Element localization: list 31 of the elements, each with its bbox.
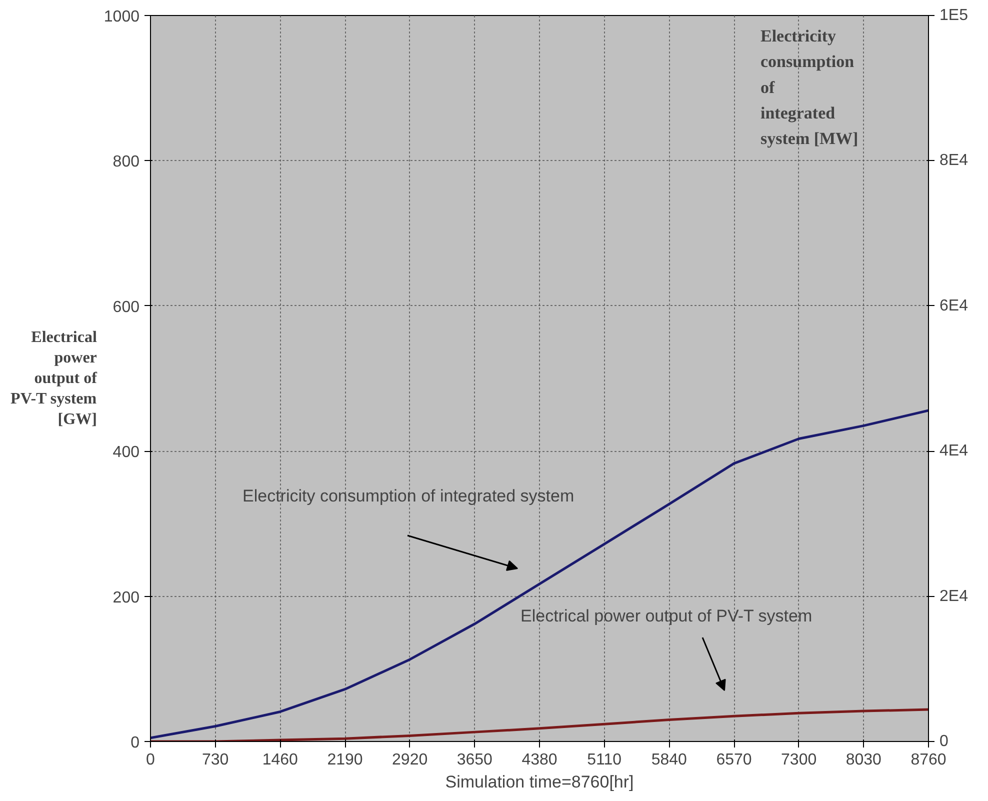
x-tick-label: 3650 [456,752,493,768]
annotation: Electricity consumption of integrated system [242,486,574,506]
annotation: Electrical power output of PV-T system [520,606,812,626]
x-axis-title: Simulation time=8760[hr] [445,772,634,792]
y-tick-label: 1000 [104,8,140,26]
x-tick-label: 8760 [910,752,946,768]
y-tick-label: 0 [130,734,140,752]
line-series [150,409,928,740]
y2-tick-label: 0 [940,733,948,750]
y2-axis-title: Electricity consumption of integrated system [MW] [760,26,858,148]
x-tick-label: 2920 [392,752,428,768]
x-tick-label: 5840 [651,752,688,768]
x-tick-label: 0 [146,752,156,768]
x-tick-label: 5110 [587,752,622,768]
y2-tick-label: 4E4 [940,442,968,460]
y-tick-label: 800 [112,154,140,171]
y2-tick-label: 8E4 [940,152,968,170]
x-tick-label: 6570 [716,752,752,768]
x-tick-label: 7300 [781,752,817,768]
x-tick-label: 730 [202,752,229,768]
x-tick-label: 1460 [262,752,298,768]
y-tick-label: 600 [112,298,140,316]
y2-tick-label: 1E5 [940,7,968,24]
y-tick-label: 200 [112,589,140,606]
y-tick-label: 400 [112,444,140,462]
y-axis-title: Electrical power output of PV-T system [GW] [10,329,98,428]
x-tick-label: 8030 [846,752,882,768]
y2-tick-label: 2E4 [940,588,968,605]
y2-tick-label: 6E4 [940,297,968,314]
x-tick-label: 4380 [522,752,558,768]
x-tick-label: 2190 [327,752,363,768]
